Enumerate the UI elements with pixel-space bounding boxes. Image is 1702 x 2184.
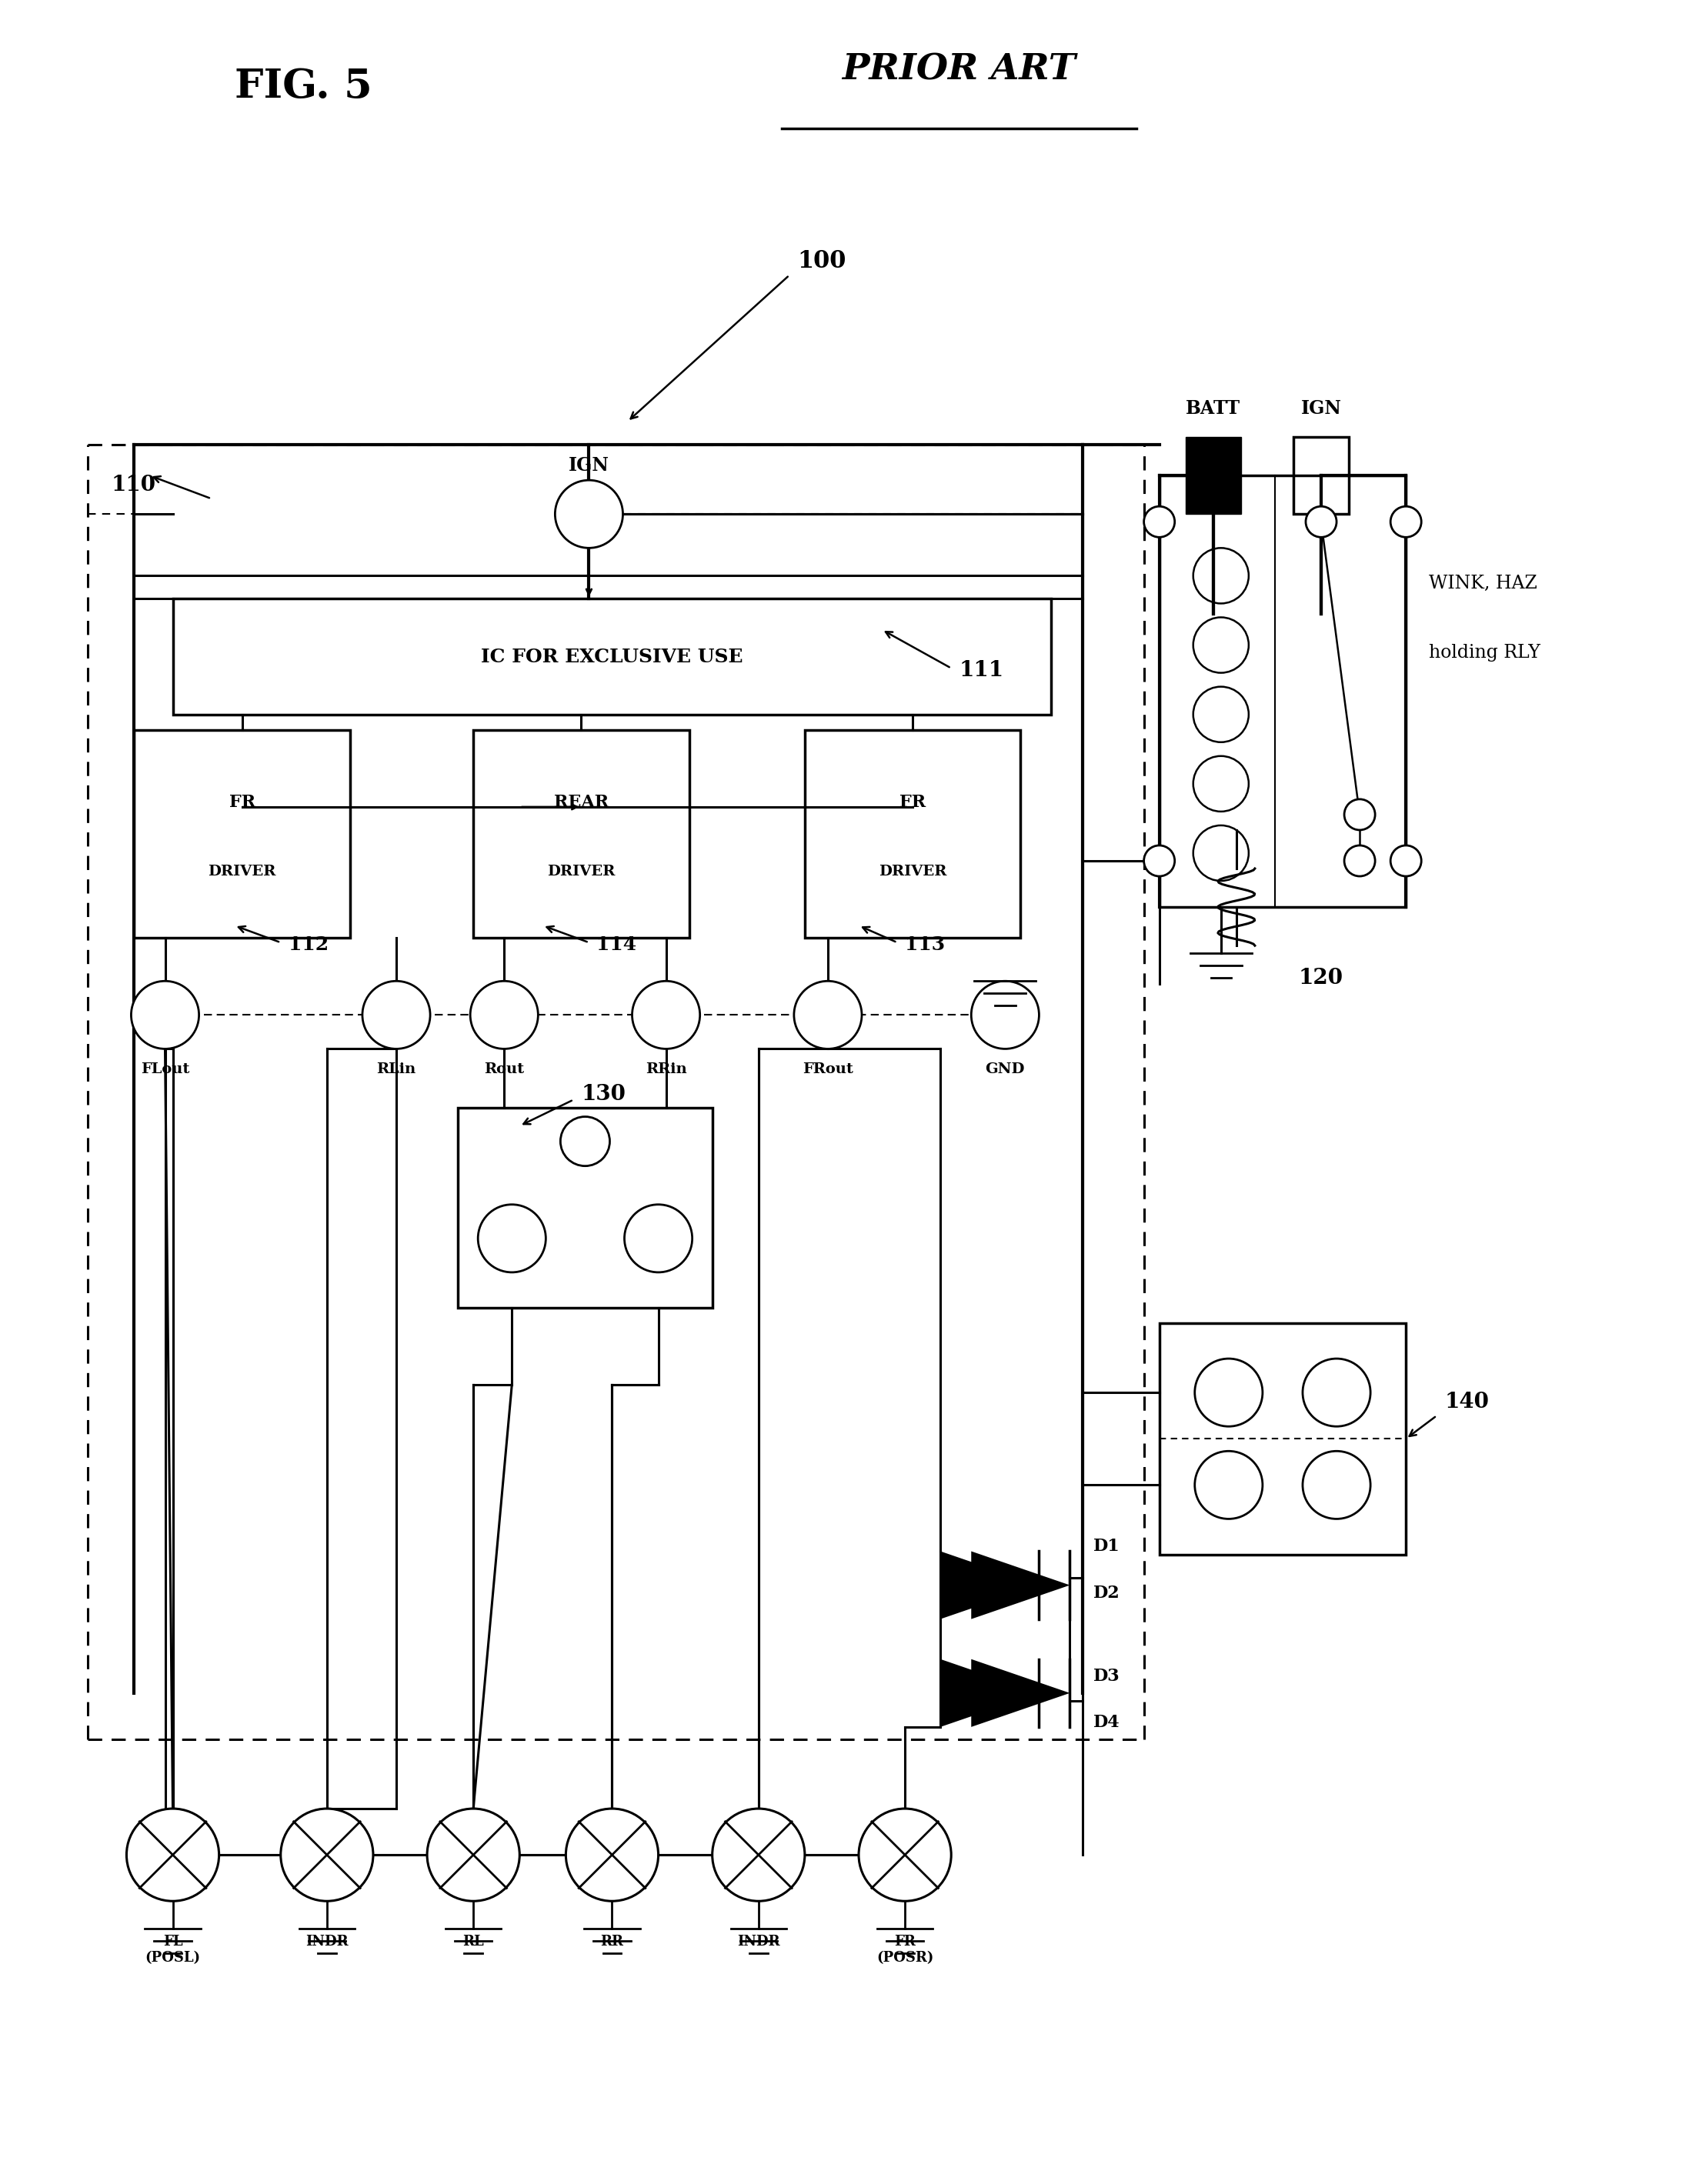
Text: FR
(POSR): FR (POSR) (877, 1935, 934, 1966)
Circle shape (427, 1808, 519, 1900)
Text: PRIOR ART: PRIOR ART (842, 52, 1076, 87)
Text: WINK, HAZ: WINK, HAZ (1430, 574, 1537, 592)
Circle shape (478, 1206, 546, 1273)
Text: D2: D2 (1093, 1583, 1120, 1601)
Bar (473, 729, 689, 937)
Circle shape (363, 981, 431, 1048)
Circle shape (1144, 507, 1174, 537)
Circle shape (972, 981, 1038, 1048)
Bar (458, 1107, 711, 1308)
Text: RRin: RRin (645, 1064, 686, 1077)
Text: FLout: FLout (141, 1064, 189, 1077)
Text: D3: D3 (1093, 1669, 1120, 1684)
Text: FRout: FRout (803, 1064, 853, 1077)
Bar (174, 598, 1052, 714)
Circle shape (470, 981, 538, 1048)
Bar (134, 729, 351, 937)
Text: DRIVER: DRIVER (208, 865, 276, 878)
Circle shape (711, 1808, 805, 1900)
Text: 113: 113 (905, 935, 945, 954)
Bar (1294, 437, 1350, 513)
Circle shape (555, 480, 623, 548)
Text: RLin: RLin (376, 1064, 415, 1077)
Circle shape (1302, 1450, 1370, 1518)
Circle shape (1345, 845, 1375, 876)
Text: 112: 112 (288, 935, 328, 954)
Text: RR: RR (601, 1935, 623, 1948)
Text: IGN: IGN (568, 456, 609, 474)
Text: 111: 111 (958, 660, 1004, 681)
Circle shape (631, 981, 700, 1048)
Circle shape (1195, 1358, 1263, 1426)
Circle shape (625, 1206, 693, 1273)
Circle shape (565, 1808, 659, 1900)
Polygon shape (972, 1660, 1071, 1728)
Text: D4: D4 (1093, 1714, 1120, 1730)
Polygon shape (941, 1551, 1038, 1618)
Circle shape (1305, 507, 1336, 537)
Bar (1186, 437, 1241, 513)
Polygon shape (972, 1551, 1071, 1618)
Polygon shape (941, 1660, 1038, 1728)
Text: 110: 110 (111, 474, 157, 496)
Text: 130: 130 (582, 1083, 626, 1105)
Circle shape (860, 1808, 951, 1900)
Text: 120: 120 (1299, 968, 1343, 989)
Text: GND: GND (985, 1064, 1025, 1077)
Circle shape (1391, 507, 1421, 537)
Text: RL: RL (463, 1935, 483, 1948)
Text: FR: FR (900, 795, 926, 810)
Text: D1: D1 (1093, 1538, 1120, 1555)
Circle shape (560, 1116, 609, 1166)
Circle shape (1144, 845, 1174, 876)
Text: FL
(POSL): FL (POSL) (145, 1935, 201, 1966)
Text: FIG. 5: FIG. 5 (235, 68, 373, 107)
Circle shape (131, 981, 199, 1048)
Circle shape (1302, 1358, 1370, 1426)
Text: 140: 140 (1445, 1391, 1489, 1413)
Text: 114: 114 (597, 935, 637, 954)
Circle shape (1195, 1450, 1263, 1518)
Text: INDR: INDR (737, 1935, 780, 1948)
Circle shape (281, 1808, 373, 1900)
Text: IGN: IGN (1300, 400, 1341, 417)
Text: DRIVER: DRIVER (548, 865, 614, 878)
Circle shape (1345, 799, 1375, 830)
Text: IC FOR EXCLUSIVE USE: IC FOR EXCLUSIVE USE (482, 646, 744, 666)
Text: Rout: Rout (483, 1064, 524, 1077)
Text: 100: 100 (797, 249, 846, 273)
Text: DRIVER: DRIVER (878, 865, 946, 878)
Text: FR: FR (230, 795, 255, 810)
Circle shape (126, 1808, 220, 1900)
Bar (1159, 476, 1406, 906)
Text: holding RLY: holding RLY (1430, 644, 1540, 662)
Circle shape (1391, 845, 1421, 876)
Text: BATT: BATT (1186, 400, 1241, 417)
Bar (1159, 1324, 1406, 1555)
Text: REAR: REAR (553, 795, 609, 810)
Text: INDR: INDR (306, 1935, 349, 1948)
Circle shape (793, 981, 861, 1048)
Bar (805, 729, 1021, 937)
